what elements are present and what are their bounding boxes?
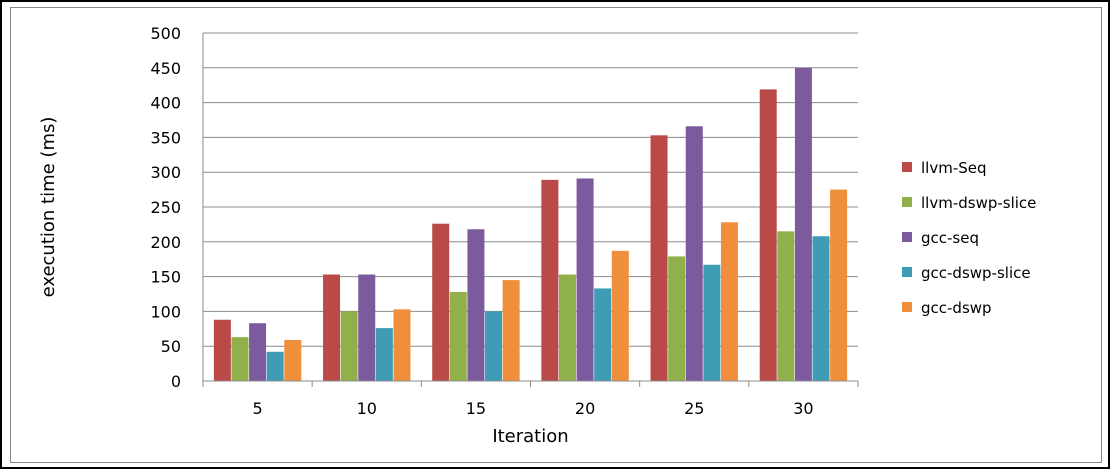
bar-gcc-dswp-slice-30: [812, 236, 830, 381]
bar-gcc-dswp-10: [393, 309, 411, 381]
y-tick-label: 350: [150, 128, 181, 147]
bar-gcc-dswp-15: [502, 280, 520, 381]
bar-gcc-seq-10: [358, 274, 376, 381]
x-tick-label: 10: [357, 399, 377, 418]
legend-swatch-gcc-seq: [902, 232, 912, 242]
bars: [213, 67, 848, 382]
legend-label: llvm-dswp-slice: [921, 194, 1036, 212]
bar-gcc-dswp-slice-10: [375, 328, 393, 381]
x-tick-label: 5: [252, 399, 262, 418]
bar-llvm-dswp-slice-5: [231, 337, 249, 381]
legend-swatch-llvm-Seq: [902, 162, 912, 172]
bar-gcc-dswp-20: [611, 250, 629, 381]
bar-llvm-dswp-slice-20: [558, 274, 576, 381]
legend-swatch-llvm-dswp-slice: [902, 197, 912, 207]
legend-swatch-gcc-dswp-slice: [902, 267, 912, 277]
y-tick-label: 300: [150, 163, 181, 182]
y-tick-label: 100: [150, 302, 181, 321]
x-axis: [202, 33, 859, 387]
bar-llvm-Seq-10: [323, 274, 341, 381]
bar-llvm-Seq-25: [650, 135, 668, 381]
legend-label: llvm-Seq: [921, 159, 987, 177]
y-tick-label: 400: [150, 94, 181, 113]
bar-llvm-dswp-slice-25: [668, 256, 686, 381]
legend-label: gcc-dswp: [921, 299, 992, 317]
x-tick-label: 25: [684, 399, 704, 418]
bar-gcc-dswp-slice-15: [485, 311, 503, 381]
bar-gcc-dswp-slice-5: [266, 351, 284, 381]
bar-llvm-Seq-20: [541, 179, 559, 381]
x-tick-label: 15: [466, 399, 486, 418]
x-axis-ticks: 5 10 15 20 25 30: [252, 399, 813, 418]
bar-gcc-dswp-slice-25: [703, 264, 721, 381]
y-tick-label: 150: [150, 268, 181, 287]
bar-llvm-Seq-5: [213, 319, 231, 381]
legend: llvm-Seq llvm-dswp-slice gcc-seq gcc-dswp-s…: [902, 159, 1036, 317]
gridlines: [203, 32, 858, 382]
x-axis-title: Iteration: [492, 426, 568, 447]
bar-gcc-seq-30: [794, 67, 812, 382]
x-tick-label: 30: [793, 399, 813, 418]
bar-gcc-dswp-30: [830, 189, 848, 381]
y-tick-label: 450: [150, 59, 181, 78]
legend-swatch-gcc-dswp: [902, 302, 912, 312]
bar-llvm-Seq-30: [759, 89, 777, 381]
bar-gcc-dswp-slice-20: [594, 288, 612, 381]
bar-llvm-dswp-slice-15: [449, 291, 467, 381]
bar-llvm-dswp-slice-30: [777, 231, 795, 381]
y-tick-label: 200: [150, 233, 181, 252]
y-tick-label: 50: [161, 337, 181, 356]
legend-label: gcc-dswp-slice: [921, 264, 1031, 282]
y-axis-ticks: 0 50 100 150 200 250 300 350 400 450 500: [150, 24, 181, 391]
bar-gcc-seq-5: [249, 323, 267, 381]
y-tick-label: 250: [150, 198, 181, 217]
bar-gcc-seq-25: [685, 126, 703, 381]
legend-label: gcc-seq: [921, 229, 979, 247]
x-tick-label: 20: [575, 399, 595, 418]
bar-gcc-seq-20: [576, 178, 594, 381]
y-axis-title: execution time (ms): [38, 117, 59, 298]
y-tick-label: 0: [171, 372, 181, 391]
bar-gcc-dswp-25: [720, 222, 738, 381]
bar-gcc-seq-15: [467, 229, 485, 381]
bar-llvm-dswp-slice-10: [340, 311, 358, 381]
bar-gcc-dswp-5: [284, 339, 302, 381]
bar-llvm-Seq-15: [432, 223, 450, 381]
y-tick-label: 500: [150, 24, 181, 43]
